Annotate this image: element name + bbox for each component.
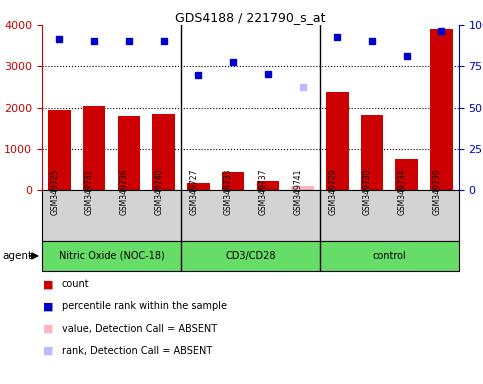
Text: GSM349739: GSM349739 bbox=[432, 168, 441, 215]
Bar bbox=[117, 116, 140, 190]
Bar bbox=[326, 92, 349, 190]
Text: CD3/CD28: CD3/CD28 bbox=[225, 251, 276, 261]
Text: GSM349740: GSM349740 bbox=[155, 168, 164, 215]
Text: ■: ■ bbox=[43, 346, 54, 356]
Text: GSM349725: GSM349725 bbox=[50, 169, 59, 215]
Text: GSM349731: GSM349731 bbox=[85, 169, 94, 215]
Bar bbox=[152, 114, 175, 190]
Text: Nitric Oxide (NOC-18): Nitric Oxide (NOC-18) bbox=[58, 251, 164, 261]
Text: GSM349727: GSM349727 bbox=[189, 169, 199, 215]
Text: agent: agent bbox=[2, 251, 32, 261]
Bar bbox=[222, 172, 244, 190]
Text: GSM349737: GSM349737 bbox=[259, 168, 268, 215]
Bar bbox=[83, 106, 105, 190]
Bar bbox=[291, 186, 314, 190]
Text: percentile rank within the sample: percentile rank within the sample bbox=[62, 301, 227, 311]
Text: GSM349733: GSM349733 bbox=[224, 168, 233, 215]
Text: rank, Detection Call = ABSENT: rank, Detection Call = ABSENT bbox=[62, 346, 212, 356]
Bar bbox=[256, 181, 279, 190]
Text: ■: ■ bbox=[43, 324, 54, 334]
Text: GSM349734: GSM349734 bbox=[398, 168, 407, 215]
Text: count: count bbox=[62, 279, 89, 289]
Text: value, Detection Call = ABSENT: value, Detection Call = ABSENT bbox=[62, 324, 217, 334]
Text: GSM349741: GSM349741 bbox=[294, 169, 302, 215]
Text: GSM349730: GSM349730 bbox=[363, 168, 372, 215]
Text: GSM349736: GSM349736 bbox=[120, 168, 129, 215]
Text: control: control bbox=[372, 251, 406, 261]
Bar bbox=[396, 159, 418, 190]
Bar bbox=[361, 115, 384, 190]
Text: ■: ■ bbox=[43, 301, 54, 311]
Text: GSM349729: GSM349729 bbox=[328, 169, 337, 215]
Title: GDS4188 / 221790_s_at: GDS4188 / 221790_s_at bbox=[175, 11, 326, 24]
Bar bbox=[430, 29, 453, 190]
Text: ■: ■ bbox=[43, 279, 54, 289]
Bar bbox=[187, 183, 210, 190]
Bar bbox=[48, 110, 71, 190]
